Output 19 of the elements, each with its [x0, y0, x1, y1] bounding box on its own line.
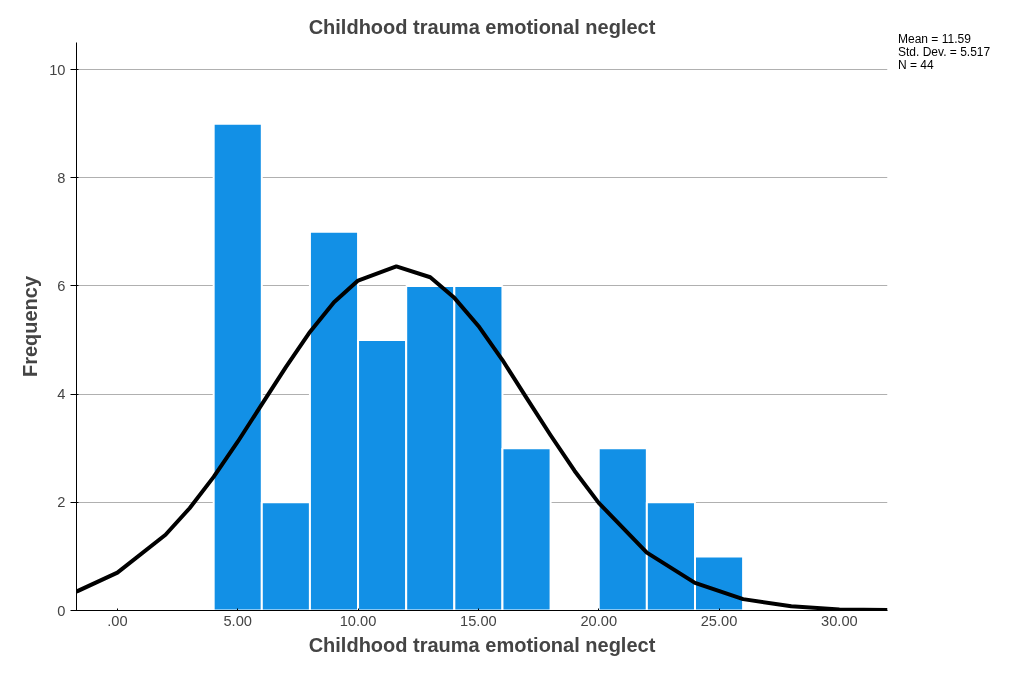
y-tick-label: 4 — [57, 386, 66, 403]
x-axis-title: Childhood trauma emotional neglect — [308, 633, 656, 656]
chart-title: Childhood trauma emotional neglect — [308, 15, 656, 38]
y-axis-title: Frequency — [19, 275, 42, 378]
text: Std. Dev. = 5.517 — [898, 45, 991, 59]
x-tick-label: 25.00 — [700, 612, 738, 629]
y-tick-label: 8 — [57, 169, 66, 186]
x-tick-label: 20.00 — [580, 612, 618, 629]
x-tick-label: 5.00 — [223, 612, 253, 629]
x-tick-label: 15.00 — [460, 612, 497, 629]
y-tick-label: 0 — [57, 602, 66, 619]
x-tick-label: 30.00 — [821, 612, 858, 629]
text: N = 44 — [898, 58, 934, 72]
y-tick-label: 10 — [49, 61, 66, 78]
y-tick-label: 6 — [57, 277, 66, 294]
y-tick-label: 2 — [57, 494, 66, 511]
x-tick-label: 10.00 — [339, 612, 377, 629]
x-tick-label: .00 — [107, 612, 128, 629]
text: Mean = 11.59 — [898, 32, 971, 46]
